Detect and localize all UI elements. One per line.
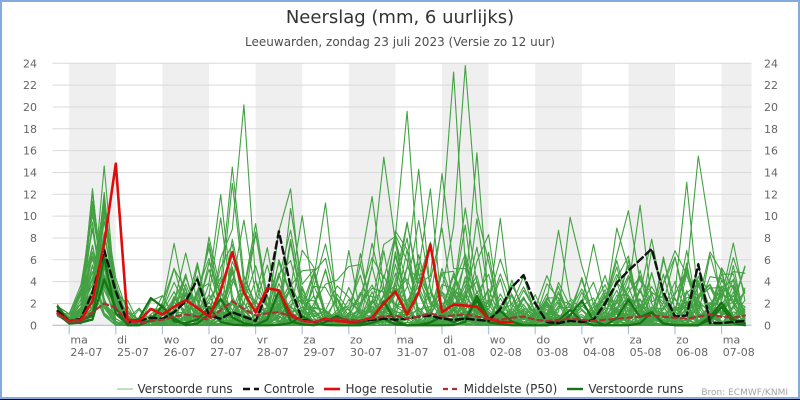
x-axis-label-weekday: do <box>210 333 224 346</box>
y-axis-label-right: 10 <box>764 210 778 223</box>
series-p50 <box>56 300 747 325</box>
bottom-window-edge <box>0 398 800 400</box>
legend-label: Controle <box>263 382 315 396</box>
x-axis-label-weekday: vr <box>583 333 595 346</box>
x-axis-label-weekday: wo <box>164 333 180 346</box>
legend-item-3[interactable]: Middelste (P50) <box>442 382 558 396</box>
legend-label: Verstoorde runs <box>588 382 684 396</box>
legend-label: Middelste (P50) <box>463 382 558 396</box>
legend-label: Hoge resolutie <box>345 382 433 396</box>
x-axis-label-date: 07-08 <box>723 346 755 359</box>
legend-line-sample <box>242 387 259 391</box>
x-axis-label-weekday: za <box>303 333 316 346</box>
legend-line-sample <box>567 387 584 391</box>
x-axis-label-date: 24-07 <box>70 346 102 359</box>
legend: Verstoorde runs Controle Hoge resolutie Mid… <box>2 382 798 396</box>
x-axis-label-weekday: ma <box>397 333 414 346</box>
series-hires <box>56 162 514 324</box>
y-axis-label-right: 20 <box>764 101 778 114</box>
y-axis-label-right: 0 <box>764 319 771 332</box>
y-axis-label-left: 8 <box>30 232 37 245</box>
legend-item-0[interactable]: Verstoorde runs <box>116 382 233 396</box>
x-axis-label-date: 29-07 <box>303 346 335 359</box>
x-axis-label-weekday: vr <box>257 333 269 346</box>
y-axis-label-left: 22 <box>23 79 37 92</box>
legend-line-sample <box>116 388 133 390</box>
legend-line-sample <box>324 387 341 391</box>
source-credit: Bron: ECMWF/KNMI <box>701 388 788 398</box>
x-axis-label-weekday: wo <box>490 333 506 346</box>
x-axis-label-date: 01-08 <box>443 346 475 359</box>
legend-item-1[interactable]: Controle <box>242 382 315 396</box>
legend-line-sample <box>442 387 459 391</box>
legend-label: Verstoorde runs <box>137 382 233 396</box>
x-axis-label-date: 28-07 <box>257 346 289 359</box>
x-axis-label-weekday: za <box>630 333 643 346</box>
y-axis-label-left: 20 <box>23 101 37 114</box>
y-axis-label-right: 18 <box>764 123 778 136</box>
bottom-border-line <box>0 397 800 399</box>
y-axis-label-left: 2 <box>30 297 37 310</box>
y-axis-label-left: 18 <box>23 123 37 136</box>
y-axis-label-right: 14 <box>764 166 778 179</box>
x-axis-label-weekday: zo <box>350 333 363 346</box>
series-ensemble_dark <box>56 278 747 327</box>
y-axis-label-right: 12 <box>764 188 778 201</box>
x-axis-label-date: 26-07 <box>164 346 196 359</box>
y-axis-label-left: 6 <box>30 254 37 267</box>
y-axis-label-right: 22 <box>764 79 778 92</box>
x-axis-label-date: 03-08 <box>536 346 568 359</box>
y-axis-label-right: 2 <box>764 297 771 310</box>
y-axis-label-left: 4 <box>30 276 37 289</box>
x-axis-label-date: 02-08 <box>490 346 522 359</box>
y-axis-label-right: 24 <box>764 57 778 70</box>
y-axis-label-right: 6 <box>764 254 771 267</box>
x-axis-label-date: 25-07 <box>117 346 149 359</box>
y-axis-label-left: 12 <box>23 188 37 201</box>
y-axis-label-left: 10 <box>23 210 37 223</box>
x-axis-label-date: 30-07 <box>350 346 382 359</box>
legend-item-4[interactable]: Verstoorde runs <box>567 382 683 396</box>
series-control <box>56 230 747 325</box>
series-ensemble <box>57 218 746 326</box>
legend-item-2[interactable]: Hoge resolutie <box>324 382 433 396</box>
x-axis-label-weekday: di <box>117 333 127 346</box>
x-axis-label-date: 06-08 <box>676 346 708 359</box>
x-axis-label-date: 05-08 <box>630 346 662 359</box>
y-axis-label-left: 16 <box>23 145 37 158</box>
y-axis-label-right: 4 <box>764 276 771 289</box>
x-axis-label-weekday: ma <box>723 333 740 346</box>
y-axis-label-right: 8 <box>764 232 771 245</box>
y-axis-label-left: 0 <box>30 319 37 332</box>
chart-title: Neerslag (mm, 6 uurlijks) <box>285 7 515 28</box>
x-axis-label-weekday: zo <box>676 333 689 346</box>
y-axis-label-left: 24 <box>23 57 37 70</box>
chart-subtitle: Leeuwarden, zondag 23 juli 2023 (Versie … <box>245 35 555 49</box>
y-axis-label-left: 14 <box>23 166 37 179</box>
x-axis-label-date: 31-07 <box>397 346 429 359</box>
x-axis-label-date: 27-07 <box>210 346 242 359</box>
y-axis-label-right: 16 <box>764 145 778 158</box>
x-axis-label-date: 04-08 <box>583 346 615 359</box>
x-axis-label-weekday: di <box>443 333 453 346</box>
x-axis-label-weekday: do <box>536 333 550 346</box>
x-axis-label-weekday: ma <box>70 333 87 346</box>
